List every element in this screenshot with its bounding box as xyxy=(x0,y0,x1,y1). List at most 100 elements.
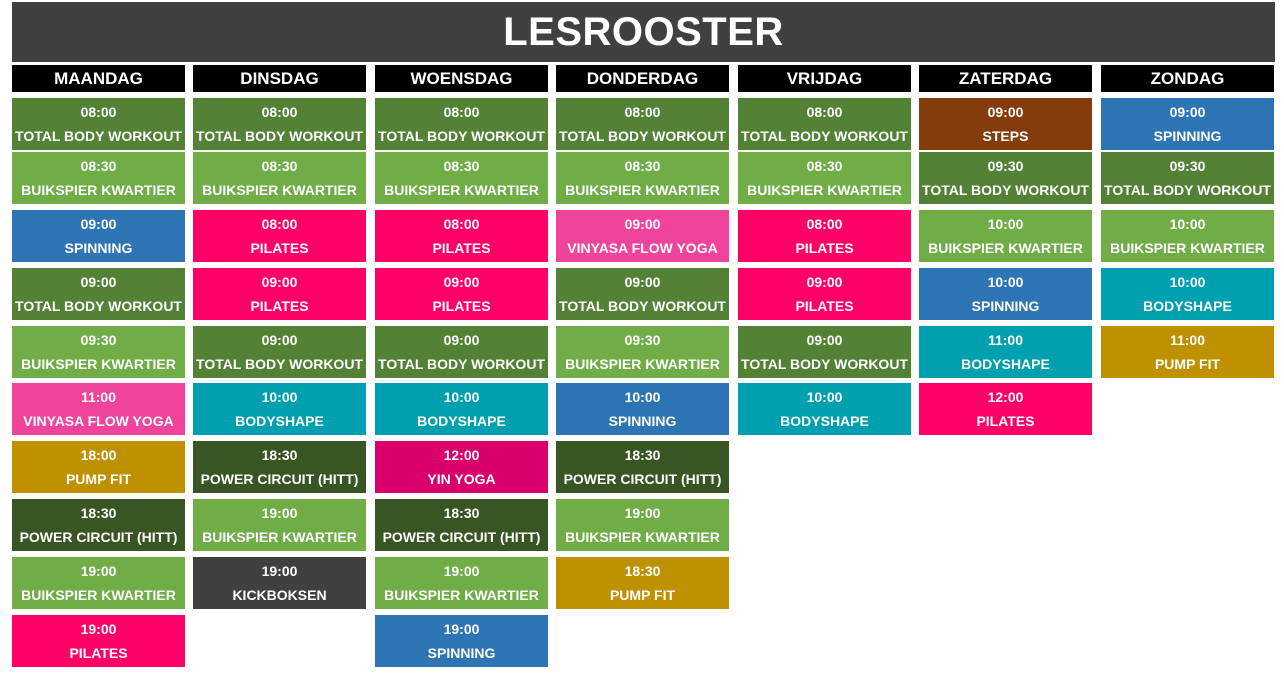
class-cell: 19:00 SPINNING xyxy=(375,615,548,667)
class-time: 09:00 xyxy=(624,216,661,232)
class-name: TOTAL BODY WORKOUT xyxy=(378,128,545,144)
class-name: POWER CIRCUIT (HITT) xyxy=(200,471,359,487)
class-name: PUMP FIT xyxy=(65,471,132,487)
class-name: PUMP FIT xyxy=(609,587,676,603)
class-cell: 09:00 TOTAL BODY WORKOUT xyxy=(12,268,185,320)
class-time: 19:00 xyxy=(624,505,661,521)
day-header-zaterdag: ZATERDAG xyxy=(919,65,1092,92)
class-name: PILATES xyxy=(976,413,1035,429)
class-cell: 08:00 PILATES xyxy=(193,210,366,262)
class-cell: 18:30 POWER CIRCUIT (HITT) xyxy=(12,499,185,551)
class-cell: 10:00 SPINNING xyxy=(556,383,729,435)
class-time: 19:00 xyxy=(261,505,298,521)
class-time: 19:00 xyxy=(80,621,117,637)
class-name: BUIKSPIER KWARTIER xyxy=(202,182,357,198)
class-time: 10:00 xyxy=(987,274,1024,290)
class-cell: 08:00 TOTAL BODY WORKOUT xyxy=(12,98,185,150)
class-name: TOTAL BODY WORKOUT xyxy=(559,128,726,144)
class-cell: 09:00 VINYASA FLOW YOGA xyxy=(556,210,729,262)
class-name: TOTAL BODY WORKOUT xyxy=(922,182,1089,198)
class-name: TOTAL BODY WORKOUT xyxy=(741,356,908,372)
class-cell: 09:00 PILATES xyxy=(375,268,548,320)
class-cell: 11:00 VINYASA FLOW YOGA xyxy=(12,383,185,435)
class-time: 18:30 xyxy=(80,505,117,521)
class-cell: 10:00 BUIKSPIER KWARTIER xyxy=(1101,210,1274,262)
class-name: SPINNING xyxy=(971,298,1040,314)
class-time: 09:00 xyxy=(806,332,843,348)
class-cell: 19:00 BUIKSPIER KWARTIER xyxy=(12,557,185,609)
class-time: 10:00 xyxy=(1169,216,1206,232)
class-name: TOTAL BODY WORKOUT xyxy=(378,356,545,372)
class-time: 12:00 xyxy=(987,389,1024,405)
class-name: TOTAL BODY WORKOUT xyxy=(196,128,363,144)
class-cell: 09:30 TOTAL BODY WORKOUT xyxy=(1101,152,1274,204)
class-name: YIN YOGA xyxy=(427,471,496,487)
class-time: 09:00 xyxy=(1169,104,1206,120)
day-header-woensdag: WOENSDAG xyxy=(375,65,548,92)
class-cell: 10:00 BODYSHAPE xyxy=(1101,268,1274,320)
class-cell: 12:00 YIN YOGA xyxy=(375,441,548,493)
class-cell: 08:30 BUIKSPIER KWARTIER xyxy=(375,152,548,204)
class-time: 08:00 xyxy=(443,216,480,232)
class-cell: 09:00 SPINNING xyxy=(1101,98,1274,150)
class-time: 09:00 xyxy=(443,274,480,290)
class-time: 09:30 xyxy=(987,158,1024,174)
class-time: 09:00 xyxy=(806,274,843,290)
class-time: 19:00 xyxy=(443,563,480,579)
class-name: BODYSHAPE xyxy=(961,356,1050,372)
class-time: 19:00 xyxy=(80,563,117,579)
class-cell: 12:00 PILATES xyxy=(919,383,1092,435)
class-name: STEPS xyxy=(982,128,1029,144)
class-time: 19:00 xyxy=(443,621,480,637)
class-name: PILATES xyxy=(250,298,309,314)
class-time: 12:00 xyxy=(443,447,480,463)
class-cell: 19:00 KICKBOKSEN xyxy=(193,557,366,609)
class-cell: 10:00 BODYSHAPE xyxy=(375,383,548,435)
class-time: 10:00 xyxy=(624,389,661,405)
class-name: BUIKSPIER KWARTIER xyxy=(747,182,902,198)
class-time: 08:30 xyxy=(443,158,480,174)
class-cell: 08:30 BUIKSPIER KWARTIER xyxy=(12,152,185,204)
class-name: PILATES xyxy=(795,298,854,314)
class-time: 08:00 xyxy=(624,104,661,120)
class-name: TOTAL BODY WORKOUT xyxy=(15,298,182,314)
class-time: 19:00 xyxy=(261,563,298,579)
class-cell: 10:00 BODYSHAPE xyxy=(738,383,911,435)
class-name: PILATES xyxy=(69,645,128,661)
class-name: BUIKSPIER KWARTIER xyxy=(21,356,176,372)
class-time: 11:00 xyxy=(987,332,1024,348)
class-name: BODYSHAPE xyxy=(780,413,869,429)
class-time: 10:00 xyxy=(806,389,843,405)
class-time: 18:30 xyxy=(624,563,661,579)
class-time: 08:30 xyxy=(806,158,843,174)
class-cell: 11:00 BODYSHAPE xyxy=(919,326,1092,378)
class-time: 08:00 xyxy=(80,104,117,120)
class-name: BUIKSPIER KWARTIER xyxy=(928,240,1083,256)
class-cell: 18:30 POWER CIRCUIT (HITT) xyxy=(556,441,729,493)
class-name: SPINNING xyxy=(64,240,133,256)
class-cell: 09:30 BUIKSPIER KWARTIER xyxy=(556,326,729,378)
day-header-zondag: ZONDAG xyxy=(1101,65,1274,92)
class-cell: 08:00 TOTAL BODY WORKOUT xyxy=(193,98,366,150)
class-time: 18:30 xyxy=(443,505,480,521)
class-name: BODYSHAPE xyxy=(417,413,506,429)
class-time: 18:30 xyxy=(624,447,661,463)
class-name: VINYASA FLOW YOGA xyxy=(567,240,718,256)
class-time: 11:00 xyxy=(80,389,117,405)
class-cell: 11:00 PUMP FIT xyxy=(1101,326,1274,378)
class-time: 09:30 xyxy=(80,332,117,348)
class-name: SPINNING xyxy=(608,413,677,429)
class-time: 09:30 xyxy=(624,332,661,348)
class-time: 08:00 xyxy=(806,104,843,120)
class-name: TOTAL BODY WORKOUT xyxy=(559,298,726,314)
class-cell: 19:00 BUIKSPIER KWARTIER xyxy=(556,499,729,551)
page-title: LESROOSTER xyxy=(12,2,1275,62)
class-cell: 08:00 TOTAL BODY WORKOUT xyxy=(556,98,729,150)
class-cell: 08:30 BUIKSPIER KWARTIER xyxy=(193,152,366,204)
class-cell: 08:30 BUIKSPIER KWARTIER xyxy=(556,152,729,204)
class-name: PILATES xyxy=(432,298,491,314)
class-name: BUIKSPIER KWARTIER xyxy=(202,529,357,545)
class-time: 09:00 xyxy=(261,332,298,348)
class-cell: 09:00 PILATES xyxy=(193,268,366,320)
class-cell: 09:30 BUIKSPIER KWARTIER xyxy=(12,326,185,378)
